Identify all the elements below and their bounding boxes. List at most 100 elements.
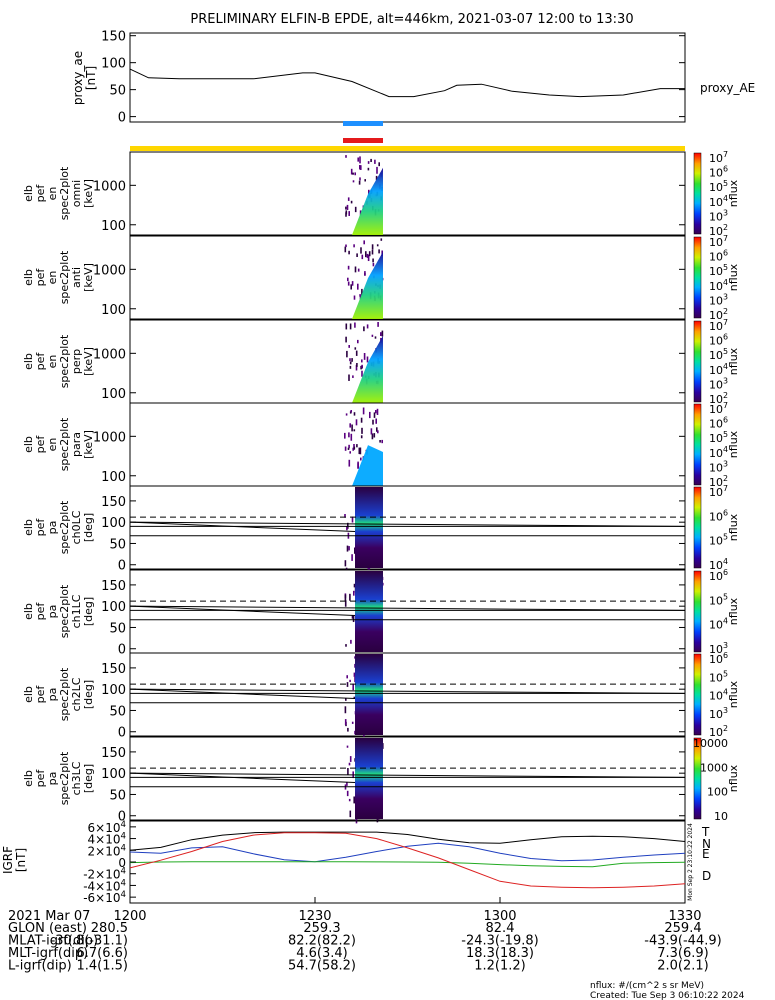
spectrogram-speckle [345,244,347,248]
colorbar-tick-label: 104 [709,557,728,572]
igrf-tick-label: -6×104 [83,890,126,905]
colorbar-tick-label: 103 [709,292,728,307]
spectrogram-speckle [349,361,352,365]
spectrogram-speckle [351,554,353,561]
spectrogram-speckle [359,447,362,455]
spectrogram-speckle [344,560,347,567]
colorbar-tick-label: 107 [709,234,728,249]
spectrogram-speckle [360,365,362,370]
spectrogram-speckle [346,675,348,679]
spectrogram-speckle [366,356,369,363]
spectrogram-speckle [378,249,380,254]
igrf-tick-label: 6×104 [88,820,126,835]
spectrogram-speckle [359,177,361,181]
colorbar [693,320,702,403]
spectrogram-speckle [360,435,363,439]
spectrogram-speckle [354,266,357,273]
spectrogram-speckle [353,429,356,432]
spectrogram-speckle [369,411,371,419]
spectrogram-speckle [351,516,354,523]
spectrogram-speckle [351,424,353,432]
pitch-angle-reference-line [129,605,686,611]
colorbar-tick-label: 102 [709,223,728,238]
footer-row-value: 259.4 [664,921,701,936]
footer-row-value: 6.7(6.6) [77,946,129,961]
colorbar-label: nflux [727,430,740,458]
spectrogram-speckle [371,244,374,250]
spectrogram-tick-label: 100 [101,683,126,698]
colorbar-tick-label: 106 [709,508,728,523]
igrf-series-E [129,861,686,868]
spectrogram-speckle [352,683,354,691]
spectrogram-speckle [345,413,348,416]
spectrogram-tick-label: 1000 [93,179,126,194]
spectrogram-speckle [356,253,358,258]
spectrogram-tick-label: 150 [101,746,126,761]
footer-row-value: 4.6(3.4) [296,946,348,961]
igrf-series-N [129,842,686,863]
footer-row-value: 1.4(1.5) [77,959,129,974]
spectrogram-tick-label: 50 [109,537,126,552]
colorbar-tick-label: 102 [709,474,728,489]
science-zone-blue-bar [343,121,383,126]
spectrogram-speckle [355,818,358,821]
spectrogram-speckle [347,447,350,450]
spectrogram-speckle [370,158,372,163]
spectrogram-speckle [346,526,348,531]
colorbar-label: nflux [727,179,740,207]
pitch-angle-flux-band [355,738,383,819]
page-title: PRELIMINARY ELFIN-B EPDE, alt=446km, 202… [190,12,633,27]
spectrogram-speckle [353,672,356,677]
pitch-angle-flux-band [355,654,383,735]
spectrogram-speckle [359,165,361,170]
spectrogram-frame-elb_pef_en_spec2plot_perp [129,319,686,404]
spectrogram-speckle [372,258,374,263]
spectrogram-speckle [371,334,374,337]
spectrogram-tick-label: 100 [101,470,126,485]
loss-cone-curve [129,688,356,700]
spectrogram-speckle [359,294,361,297]
spectrogram-speckle [353,244,355,248]
colorbar [693,737,702,820]
spectrogram-speckle [376,166,378,174]
spectrogram-speckle [354,206,357,213]
spectrogram-speckle [357,463,359,469]
spectrogram-tick-label: 1000 [93,347,126,362]
footer-row-value: 2.0(2.1) [657,959,709,974]
colorbar-tick-label: 104 [709,688,728,703]
colorbar-label: nflux [727,764,740,792]
spectrogram-tick-label: 150 [101,495,126,510]
spectrogram-speckle [364,271,366,276]
spectrogram-speckle [361,254,364,260]
spectrogram-speckle [352,180,355,183]
footer-row-value: -24.3(-19.8) [461,934,538,949]
spectrogram-speckle [348,345,350,348]
spectrogram-speckle [350,200,353,204]
colorbar-tick-label: 103 [709,459,728,474]
spectrogram-ylabel: elbpefpaspec2plotch2LC[deg] [22,667,95,721]
spectrogram-tick-label: 50 [109,621,126,636]
spectrogram-speckle [357,339,359,344]
spectrogram-speckle [373,433,376,438]
spectrogram-speckle [349,358,351,362]
colorbar-tick-label: 105 [709,430,728,445]
spectrogram-speckle [351,615,354,619]
igrf-tick-label: -2×104 [83,867,126,882]
x-axis-tick-label: 1200 [113,909,146,924]
spectrogram-speckle [380,238,383,241]
colorbar-tick-label: 106 [709,333,728,348]
footer-row-value: 7.3(6.9) [657,946,709,961]
colorbar-label: nflux [727,347,740,375]
colorbar-tick-label: 100 [707,786,728,799]
spectrogram-speckle [353,583,356,588]
spectrogram-speckle [348,250,350,255]
spectrogram-speckle [346,790,349,797]
spectrogram-flux-wedge [352,251,383,319]
x-axis-date: 2021 Mar 07 [8,909,90,924]
proxy-ae-tick-label: 50 [109,84,126,99]
spectrogram-tick-label: 100 [101,303,126,318]
spectrogram-speckle [352,172,354,175]
spectrogram-speckle [347,277,349,282]
proxy-ae-tick-label: 0 [118,111,126,126]
colorbar-tick-label: 103 [709,376,728,391]
